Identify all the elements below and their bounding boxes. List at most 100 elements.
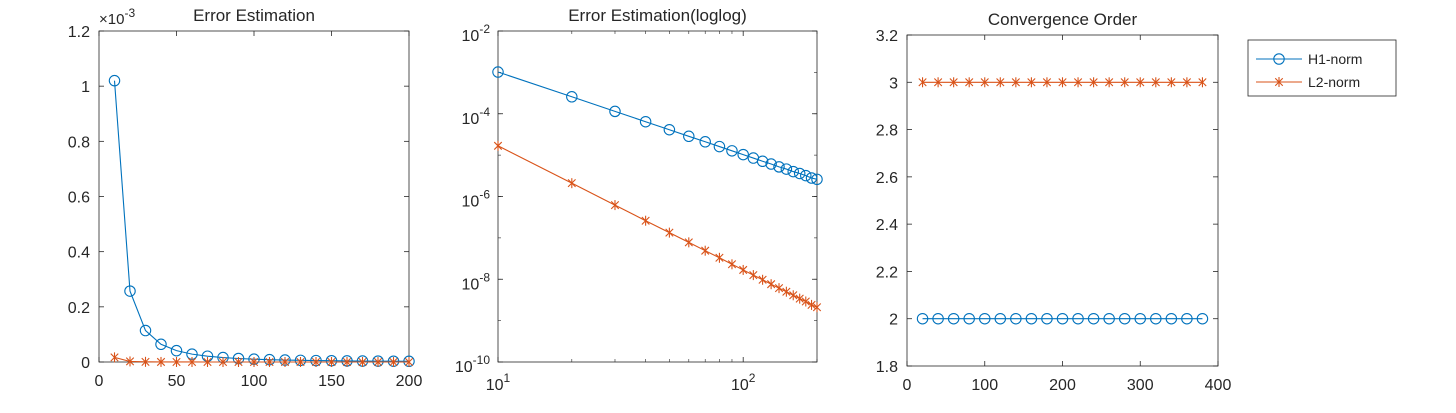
y-tick-label: 0.4 xyxy=(68,245,90,262)
data-point xyxy=(139,324,152,337)
chart-title: Convergence Order xyxy=(988,10,1138,29)
data-point xyxy=(684,237,693,248)
x-tick-label: 200 xyxy=(396,373,423,390)
plot-area xyxy=(98,30,410,363)
y-tick-label: 2.4 xyxy=(876,217,898,234)
data-point xyxy=(641,215,650,226)
data-point xyxy=(980,77,989,88)
data-point xyxy=(749,270,758,281)
data-point xyxy=(805,172,818,184)
data-point xyxy=(1073,77,1083,88)
data-point xyxy=(787,165,799,178)
y-tick-label: 10-2 xyxy=(462,22,491,45)
data-point xyxy=(1011,77,1020,88)
data-point xyxy=(203,356,212,367)
x-tick-label: 50 xyxy=(168,373,186,390)
data-point xyxy=(1087,312,1100,325)
data-point xyxy=(1198,77,1207,88)
data-point xyxy=(727,259,737,270)
data-point xyxy=(1105,77,1114,88)
data-point xyxy=(811,173,823,186)
y-tick-label: 0.6 xyxy=(68,190,90,207)
x-tick-label: 200 xyxy=(1049,377,1076,394)
y-tick-label: 0.2 xyxy=(68,300,90,317)
data-point xyxy=(358,356,367,367)
data-point xyxy=(265,356,274,367)
data-point xyxy=(1089,77,1098,88)
data-point xyxy=(1025,312,1038,325)
data-point xyxy=(932,312,944,325)
data-point xyxy=(311,356,321,367)
data-point xyxy=(713,140,726,153)
y-tick-label: 10-6 xyxy=(462,188,491,211)
data-point xyxy=(1056,312,1069,325)
data-point xyxy=(296,356,305,367)
series-line xyxy=(113,80,410,362)
data-point xyxy=(280,356,290,367)
y-tick-label: 3.2 xyxy=(876,28,898,45)
data-point xyxy=(1136,77,1145,88)
y-tick-label: 1.8 xyxy=(876,359,898,376)
data-point xyxy=(609,105,621,118)
data-point xyxy=(663,123,676,136)
data-point xyxy=(249,356,259,367)
data-point xyxy=(1058,77,1067,88)
data-point xyxy=(108,74,121,87)
data-point xyxy=(782,286,791,297)
data-point xyxy=(566,91,578,103)
data-point xyxy=(683,130,695,143)
x-tick-label: 400 xyxy=(1205,377,1232,394)
data-point xyxy=(701,245,710,256)
y-tick-label: 2.2 xyxy=(876,264,898,281)
y-tick-label: 0.8 xyxy=(68,134,90,151)
y-tick-label: 10-8 xyxy=(462,270,491,293)
data-point xyxy=(610,200,620,211)
data-point xyxy=(996,77,1005,88)
data-point xyxy=(1041,312,1053,325)
data-point xyxy=(773,161,785,173)
data-point xyxy=(493,140,503,151)
data-point xyxy=(1167,77,1176,88)
data-point xyxy=(726,145,738,157)
y-tick-label: 1 xyxy=(81,79,90,96)
data-point xyxy=(567,178,576,189)
data-point xyxy=(780,163,793,175)
x-tick-label: 100 xyxy=(971,377,998,394)
data-point xyxy=(918,77,927,88)
data-point xyxy=(739,264,748,275)
data-point xyxy=(774,283,784,294)
data-point xyxy=(1103,312,1115,325)
chart-title: Error Estimation(loglog) xyxy=(568,6,747,25)
data-point xyxy=(758,274,767,285)
data-point xyxy=(994,312,1007,325)
data-point xyxy=(389,356,398,367)
data-point xyxy=(187,356,197,367)
data-point xyxy=(1151,77,1160,88)
y-tick-label: 0 xyxy=(81,355,90,372)
chart-2: Error Estimation(loglog) 101 102 10-10 10-8 1… xyxy=(455,6,823,394)
y-tick-label: 2.8 xyxy=(876,123,898,140)
data-point xyxy=(916,312,929,325)
data-point xyxy=(1010,312,1022,325)
data-point xyxy=(1181,312,1193,325)
data-point xyxy=(172,356,181,367)
data-point xyxy=(756,155,769,168)
data-point xyxy=(801,296,810,307)
data-point xyxy=(1182,77,1192,88)
y-tick-label: 2 xyxy=(889,312,898,329)
y-exponent-label: ×10-3 xyxy=(99,6,135,28)
data-point xyxy=(715,252,724,263)
y-tick-label: 1.2 xyxy=(68,24,90,41)
data-point xyxy=(1165,312,1178,325)
legend-marker xyxy=(1273,53,1285,65)
legend-label: H1-norm xyxy=(1308,51,1362,67)
series-l2-norm xyxy=(493,140,822,313)
data-point xyxy=(765,158,777,170)
x-tick-label: 0 xyxy=(903,377,912,394)
legend-label: L2-norm xyxy=(1308,74,1360,90)
chart-title: Error Estimation xyxy=(193,6,315,25)
data-point xyxy=(1120,77,1129,88)
legend-entry-l2: L2-norm xyxy=(1256,74,1360,90)
data-point xyxy=(492,66,504,78)
